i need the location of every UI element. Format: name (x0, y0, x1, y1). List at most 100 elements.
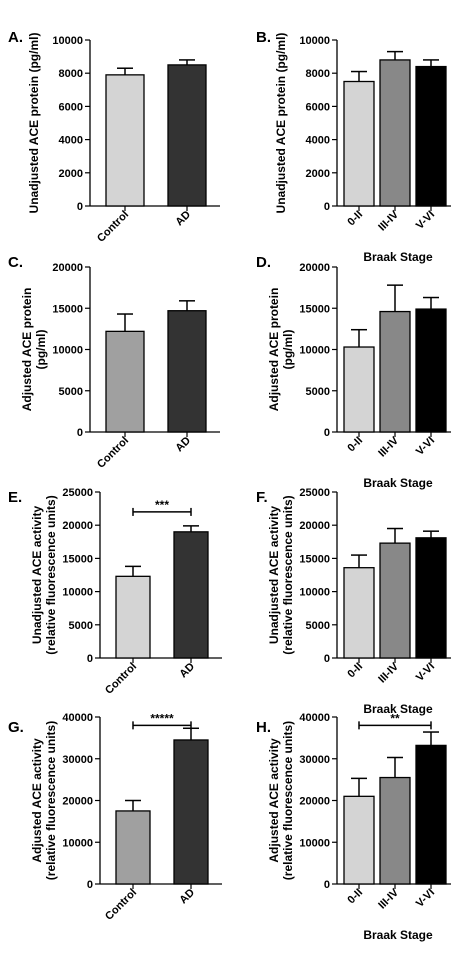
x-tick-label: AD (173, 209, 193, 229)
x-tick-label: Control (103, 887, 139, 923)
bar-iii-iv (379, 776, 411, 885)
x-tick-label: 0-II (345, 887, 365, 907)
x-axis-label: Braak Stage (363, 476, 433, 490)
y-tick-label: 20000 (299, 262, 330, 274)
significance-label: *** (155, 498, 169, 512)
bar-iii-iv (379, 310, 411, 433)
y-axis-label: Adjusted ACE protein (267, 288, 281, 412)
bar-control (105, 74, 145, 207)
y-tick-label: 0 (87, 653, 93, 665)
y-tick-label: 4000 (306, 135, 330, 147)
y-tick-label: 4000 (59, 135, 83, 147)
y-tick-label: 10000 (52, 345, 83, 357)
y-tick-label: 25000 (299, 487, 330, 499)
y-tick-label: 40000 (62, 712, 93, 724)
y-tick-label: 30000 (299, 754, 330, 766)
y-tick-label: 5000 (306, 620, 330, 632)
y-axis-label: (relative fluorescence units) (281, 495, 295, 654)
y-tick-label: 10000 (299, 345, 330, 357)
panel-label: H. (256, 719, 271, 736)
bar-0-ii (343, 567, 375, 659)
panel-label: B. (256, 29, 271, 46)
chart-panel-3: C. 0 5000 10000 15000 20000 Control AD Adjusted … (8, 254, 220, 471)
bar-v-vi (415, 744, 447, 885)
y-tick-label: 20000 (62, 796, 93, 808)
x-tick-label: V-VI (414, 435, 437, 458)
x-tick-label: III-IV (376, 886, 401, 911)
y-tick-label: 2000 (306, 168, 330, 180)
y-tick-label: 5000 (69, 620, 93, 632)
x-tick-label: AD (177, 887, 197, 907)
y-tick-label: 20000 (299, 520, 330, 532)
y-tick-label: 10000 (62, 587, 93, 599)
x-tick-label: Control (95, 209, 131, 245)
y-axis-label: (pg/ml) (34, 330, 48, 370)
x-tick-label: 0-II (345, 435, 365, 455)
bar-ad (173, 531, 209, 659)
y-tick-label: 15000 (52, 303, 83, 315)
x-tick-label: V-VI (414, 209, 437, 232)
x-axis-label: Braak Stage (363, 928, 433, 942)
y-tick-label: 0 (77, 201, 83, 213)
x-tick-label: AD (173, 435, 193, 455)
y-axis-label: (relative fluorescence units) (44, 495, 58, 654)
y-tick-label: 20000 (52, 262, 83, 274)
y-axis-label: (relative fluorescence units) (44, 721, 58, 880)
y-tick-label: 8000 (306, 68, 330, 80)
x-tick-label: III-IV (376, 208, 401, 233)
x-tick-label: Control (95, 435, 131, 471)
y-tick-label: 25000 (62, 487, 93, 499)
x-tick-label: V-VI (414, 661, 437, 684)
y-tick-label: 0 (324, 653, 330, 665)
y-tick-label: 15000 (299, 303, 330, 315)
chart-panel-7: G. 0 10000 20000 30000 40000 Control AD Adjusted… (8, 711, 222, 923)
panel-label: F. (256, 489, 268, 506)
chart-panel-8: H. 0 10000 20000 30000 40000 0-II III-IV V-VI Adj… (256, 711, 451, 942)
y-axis-label: Adjusted ACE activity (267, 738, 281, 863)
y-axis-label: (relative fluorescence units) (281, 721, 295, 880)
y-axis-label: Adjusted ACE protein (20, 288, 34, 412)
y-tick-label: 6000 (306, 101, 330, 113)
y-axis-label: Unadjusted ACE protein (pg/ml) (27, 33, 41, 214)
y-tick-label: 0 (324, 427, 330, 439)
y-tick-label: 15000 (62, 553, 93, 565)
y-tick-label: 0 (324, 879, 330, 891)
bar-v-vi (415, 537, 447, 659)
y-tick-label: 2000 (59, 168, 83, 180)
y-axis-label: Adjusted ACE activity (30, 738, 44, 863)
y-tick-label: 5000 (306, 386, 330, 398)
bar-control (115, 575, 151, 659)
x-axis-label: Braak Stage (363, 702, 433, 716)
panel-label: E. (8, 489, 22, 506)
y-tick-label: 10000 (62, 837, 93, 849)
y-axis-label: Unadjusted ACE protein (pg/ml) (274, 33, 288, 214)
x-axis-label: Braak Stage (363, 250, 433, 264)
bar-control (115, 810, 151, 885)
y-tick-label: 0 (324, 201, 330, 213)
panel-label: D. (256, 254, 271, 271)
bar-v-vi (415, 308, 447, 433)
chart-panel-2: B. 0 2000 4000 6000 8000 10000 0-II III-IV V-VI Un… (256, 29, 451, 264)
y-tick-label: 20000 (62, 520, 93, 532)
x-tick-label: V-VI (414, 887, 437, 910)
significance-label: ***** (150, 711, 174, 725)
bar-0-ii (343, 795, 375, 885)
panel-label: C. (8, 254, 23, 271)
y-axis-label: Unadjusted ACE activity (30, 506, 44, 645)
bar-ad (167, 64, 207, 207)
significance-label: ** (390, 711, 400, 725)
bar-v-vi (415, 65, 447, 207)
y-tick-label: 10000 (299, 35, 330, 47)
y-tick-label: 8000 (59, 68, 83, 80)
bar-0-ii (343, 346, 375, 433)
x-tick-label: Control (103, 661, 139, 697)
bar-0-ii (343, 80, 375, 207)
chart-panel-1: A. 0 2000 4000 6000 8000 10000 Control AD Unadjus… (8, 29, 220, 245)
y-tick-label: 20000 (299, 796, 330, 808)
panel-label: G. (8, 719, 24, 736)
y-tick-label: 10000 (299, 837, 330, 849)
y-tick-label: 30000 (62, 754, 93, 766)
bar-ad (173, 739, 209, 885)
